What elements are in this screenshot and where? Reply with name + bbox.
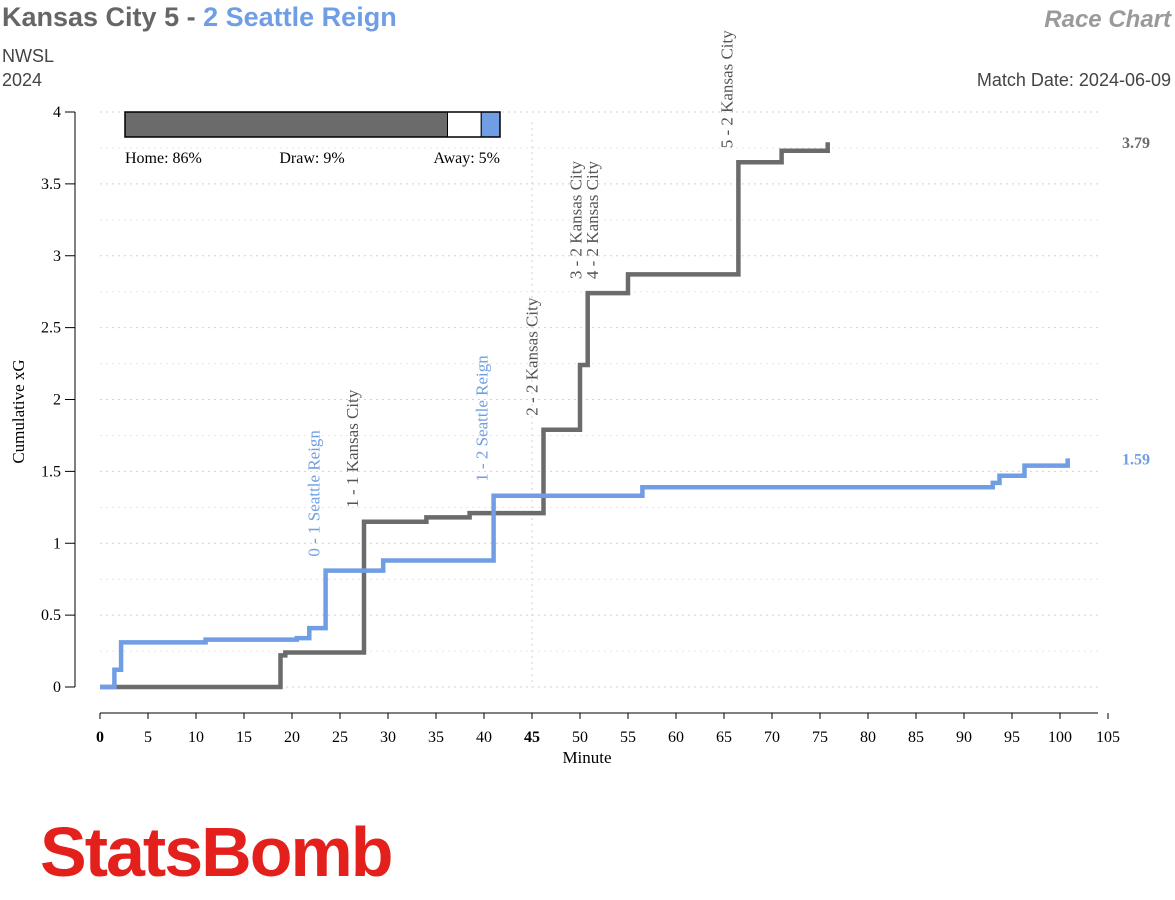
x-tick-label: 30: [380, 729, 396, 746]
x-tick-label: 50: [572, 729, 588, 746]
y-tick-label: 2.5: [41, 320, 61, 337]
draw-probability-segment: [447, 111, 482, 138]
chart-name: Race Chart: [1044, 6, 1171, 33]
x-tick-label: 65: [716, 729, 732, 746]
y-tick-label: 3: [53, 248, 61, 265]
xg-lines: 3.79 1.59: [100, 135, 1150, 690]
y-tick-label: 2: [53, 392, 61, 409]
x-tick-label: 80: [860, 729, 876, 746]
statsbomb-logo: StatsBomb: [40, 813, 393, 888]
x-tick-label: 5: [144, 729, 152, 746]
x-tick-label: 60: [668, 729, 684, 746]
goal-annotation: 5 - 2 Kansas City: [717, 30, 736, 149]
x-tick-label: 25: [332, 729, 348, 746]
y-tick-label: 3.5: [41, 176, 61, 193]
x-tick-label: 55: [620, 729, 636, 746]
x-tick-label: 85: [908, 729, 924, 746]
svg-text:StatsBomb: StatsBomb: [40, 813, 391, 888]
x-tick-label: 100: [1048, 729, 1072, 746]
x-tick-label: 35: [428, 729, 444, 746]
away-team-score: 2 Seattle Reign: [203, 2, 397, 32]
away-probability-segment: [480, 111, 501, 138]
away-probability-label: Away: 5%: [433, 150, 500, 167]
x-tick-label: 10: [188, 729, 204, 746]
home-team-score: Kansas City 5: [2, 2, 180, 32]
x-tick-label: 95: [1004, 729, 1020, 746]
home-probability-segment: [124, 111, 448, 138]
seattle-reign-xg-line: [100, 458, 1070, 690]
x-tick-label: 20: [284, 729, 300, 746]
probability-bar-frame: [124, 111, 501, 138]
axes: 00.511.522.533.540 5 10 15 20 25 30 35 40 45 50 55 6…: [41, 104, 1120, 746]
win-probability-bar: Home: 86% Draw: 9% Away: 5%: [124, 111, 501, 167]
kansas-city-xg-line: [100, 142, 830, 690]
goal-annotation: 1 - 2 Seattle Reign: [473, 355, 492, 482]
goal-annotation: 4 - 2 Kansas City: [583, 161, 602, 280]
goal-annotation: 1 - 1 Kansas City: [343, 389, 362, 508]
x-tick-label: 75: [812, 729, 828, 746]
draw-probability-label: Draw: 9%: [279, 150, 344, 167]
competition-name: NWSL: [2, 46, 55, 66]
y-tick-label: 1: [53, 535, 61, 552]
x-tick-label: 90: [956, 729, 972, 746]
goal-annotation: 0 - 1 Seattle Reign: [305, 430, 324, 557]
x-axis-label: Minute: [562, 748, 611, 767]
title-separator: -: [186, 2, 196, 32]
y-axis-label: Cumulative xG: [9, 359, 28, 463]
x-tick-label: 105: [1096, 729, 1120, 746]
season-label: 2024: [2, 70, 43, 90]
seattle-reign-xg-line-final-label: 1.59: [1122, 451, 1150, 468]
match-title: Kansas City 5 - 2 Seattle Reign: [2, 2, 397, 33]
match-date: Match Date: 2024-06-09: [976, 70, 1171, 90]
home-probability-label: Home: 86%: [125, 150, 202, 167]
x-tick-label: 0: [96, 729, 104, 746]
kansas-city-xg-line-final-label: 3.79: [1122, 135, 1150, 152]
y-tick-label: 4: [53, 104, 61, 121]
y-tick-label: 1.5: [41, 463, 61, 480]
goal-annotation: 3 - 2 Kansas City: [567, 161, 586, 280]
y-tick-label: 0.5: [41, 607, 61, 624]
x-tick-label: 15: [236, 729, 252, 746]
grid-lines: [100, 111, 1100, 688]
goal-annotation: 2 - 2 Kansas City: [523, 297, 542, 416]
y-tick-label: 0: [53, 679, 61, 696]
goal-annotations: 0 - 1 Seattle Reign 1 - 1 Kansas City 1 - …: [305, 30, 737, 557]
x-tick-label: 70: [764, 729, 780, 746]
x-tick-label: 40: [476, 729, 492, 746]
x-tick-label: 45: [524, 729, 540, 746]
race-chart: Home: 86% Draw: 9% Away: 5% 0 0.5 1 1.5 2 2.5…: [9, 30, 1150, 767]
